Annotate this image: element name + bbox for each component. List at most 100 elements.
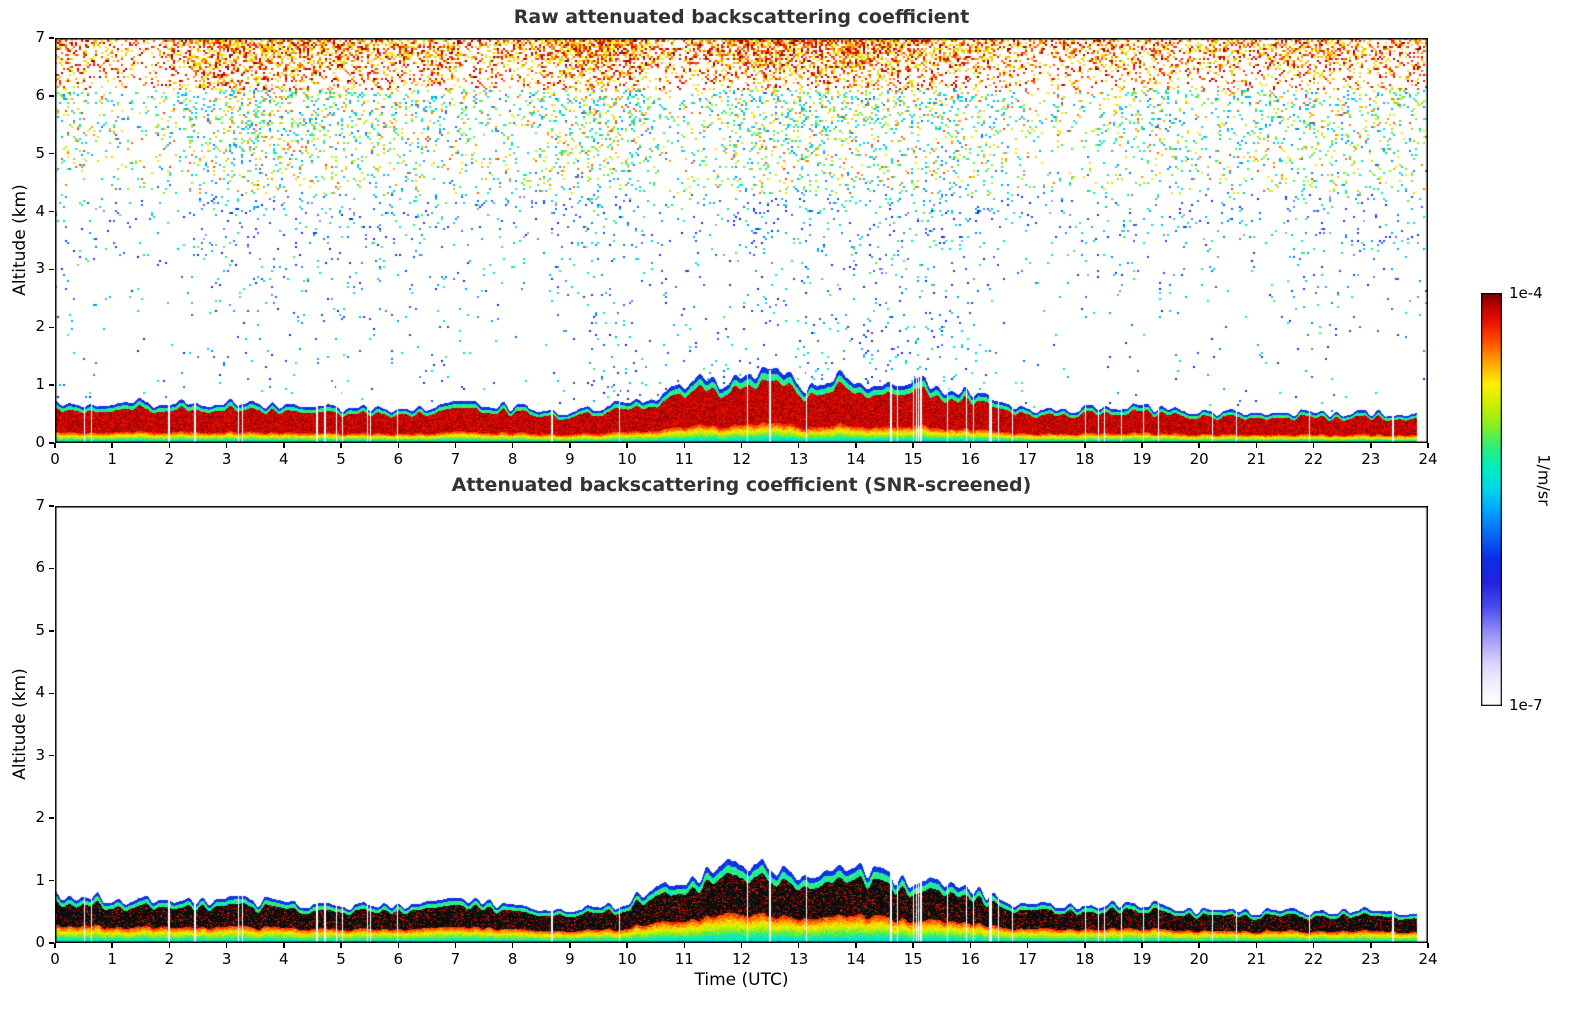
- x-tick-mark: [969, 943, 972, 948]
- y-tick-mark: [49, 754, 54, 757]
- x-tick-mark: [54, 943, 56, 948]
- x-tick-label: 20: [1189, 450, 1209, 468]
- x-tick-label: 12: [731, 450, 752, 468]
- x-tick-mark: [397, 443, 399, 448]
- x-tick-mark: [1255, 443, 1258, 448]
- screened-panel-title: Attenuated backscattering coefficient (S…: [451, 474, 1032, 496]
- x-tick-mark: [855, 443, 857, 448]
- x-tick-mark: [340, 943, 342, 948]
- x-tick-label: 4: [279, 450, 289, 468]
- x-tick-mark: [168, 443, 171, 448]
- x-tick-mark: [454, 943, 457, 948]
- x-tick-mark: [1312, 443, 1315, 448]
- screened-heatmap-canvas: [55, 506, 1428, 943]
- x-tick-label: 7: [450, 450, 461, 468]
- x-tick-label: 8: [507, 950, 518, 968]
- x-tick-mark: [626, 443, 628, 448]
- x-tick-label: 0: [50, 450, 60, 468]
- x-tick-mark: [1026, 943, 1029, 948]
- x-tick-mark: [111, 943, 113, 948]
- y-tick-mark: [49, 326, 54, 329]
- x-tick-mark: [1370, 443, 1372, 448]
- x-tick-mark: [283, 943, 285, 948]
- x-tick-label: 6: [393, 950, 404, 968]
- y-tick-label: 3: [35, 259, 45, 278]
- y-tick-mark: [49, 384, 54, 386]
- y-tick-mark: [49, 879, 54, 882]
- x-tick-label: 18: [1075, 450, 1095, 468]
- y-tick-label: 4: [35, 201, 45, 220]
- x-tick-mark: [740, 443, 743, 448]
- x-tick-mark: [111, 443, 113, 448]
- y-tick-label: 0: [35, 433, 45, 451]
- x-tick-label: 8: [507, 450, 518, 468]
- y-tick-label: 3: [35, 745, 45, 764]
- x-tick-label: 13: [789, 950, 809, 968]
- colorbar-unit-label: 1/m/sr: [1534, 454, 1554, 506]
- y-tick-mark: [49, 817, 54, 819]
- x-tick-mark: [683, 943, 686, 948]
- x-tick-label: 22: [1304, 950, 1324, 968]
- x-tick-mark: [511, 443, 514, 448]
- x-tick-mark: [1141, 443, 1143, 448]
- y-tick-mark: [49, 442, 54, 444]
- y-tick-mark: [49, 567, 54, 570]
- x-tick-label: 23: [1361, 950, 1381, 968]
- x-tick-mark: [1427, 443, 1429, 448]
- y-tick-label: 2: [35, 808, 45, 827]
- y-tick-label: 1: [35, 375, 45, 394]
- x-tick-label: 2: [164, 450, 175, 468]
- x-tick-mark: [855, 943, 857, 948]
- x-tick-mark: [797, 943, 800, 948]
- y-tick-label: 2: [35, 317, 45, 336]
- x-tick-mark: [683, 443, 686, 448]
- raw-plot-area: [55, 38, 1428, 443]
- x-tick-mark: [1026, 443, 1029, 448]
- x-tick-label: 9: [565, 950, 575, 968]
- x-tick-label: 1: [107, 450, 117, 468]
- y-tick-label: 5: [35, 620, 45, 639]
- x-tick-label: 4: [279, 950, 289, 968]
- x-tick-mark: [626, 943, 628, 948]
- y-tick-mark: [49, 152, 54, 155]
- screened-plot-area: [55, 506, 1428, 943]
- x-tick-label: 3: [221, 950, 232, 968]
- x-tick-label: 19: [1132, 950, 1152, 968]
- y-tick-mark: [49, 37, 54, 39]
- x-tick-label: 17: [1017, 450, 1038, 468]
- y-tick-label: 7: [35, 28, 45, 46]
- y-tick-mark: [49, 95, 54, 97]
- y-tick-mark: [49, 692, 54, 695]
- x-tick-mark: [569, 943, 571, 948]
- x-tick-label: 7: [450, 950, 461, 968]
- x-tick-mark: [569, 443, 571, 448]
- x-tick-label: 23: [1361, 450, 1381, 468]
- y-tick-label: 6: [35, 558, 45, 577]
- x-tick-label: 20: [1189, 950, 1209, 968]
- x-tick-mark: [740, 943, 743, 948]
- x-tick-mark: [397, 943, 399, 948]
- colorbar-min-label: 1e-7: [1509, 696, 1543, 714]
- x-tick-mark: [225, 443, 228, 448]
- y-tick-label: 5: [35, 143, 45, 162]
- x-tick-mark: [1198, 443, 1200, 448]
- x-tick-label: 21: [1246, 450, 1266, 468]
- y-tick-label: 7: [35, 496, 45, 514]
- colorbar-canvas: [1481, 293, 1502, 706]
- x-tick-mark: [912, 943, 914, 948]
- x-tick-label: 11: [674, 450, 694, 468]
- y-tick-mark: [49, 505, 54, 507]
- x-tick-mark: [912, 443, 914, 448]
- x-tick-label: 24: [1418, 950, 1438, 968]
- colorbar-max-label: 1e-4: [1509, 284, 1543, 302]
- x-tick-label: 17: [1017, 950, 1038, 968]
- x-tick-mark: [511, 943, 514, 948]
- x-tick-label: 14: [846, 450, 866, 468]
- y-tick-mark: [49, 210, 54, 213]
- y-tick-mark: [49, 630, 54, 632]
- x-tick-label: 0: [50, 950, 60, 968]
- y-tick-label: 0: [35, 933, 45, 951]
- x-tick-mark: [1312, 943, 1315, 948]
- raw-panel-title: Raw attenuated backscattering coefficien…: [513, 6, 970, 28]
- x-tick-mark: [54, 443, 56, 448]
